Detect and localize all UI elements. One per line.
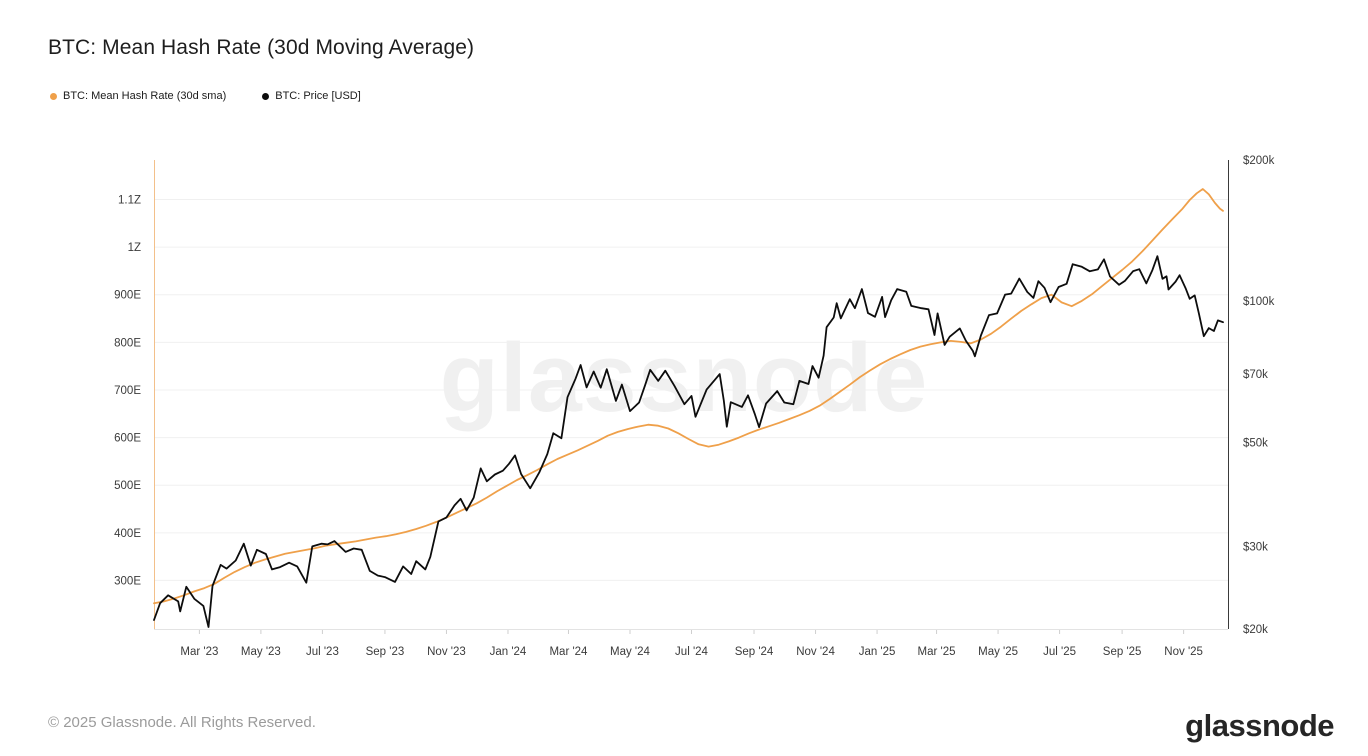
x-axis-tick-label: Mar '25 [918, 646, 956, 658]
page-title: BTC: Mean Hash Rate (30d Moving Average) [48, 36, 475, 59]
hashrate-legend-label: BTC: Mean Hash Rate (30d sma) [63, 90, 227, 102]
legend-item-price[interactable]: BTC: Price [USD] [262, 90, 361, 102]
x-axis-tick-label: May '23 [241, 646, 281, 658]
x-axis-tick-label: Jul '24 [675, 646, 708, 658]
x-axis-tick-label: Nov '23 [427, 646, 466, 658]
y-axis-left-tick-label: 800E [114, 337, 141, 349]
y-axis-right-tick-label: $50k [1243, 437, 1268, 449]
x-axis-tick-label: Jan '24 [490, 646, 527, 658]
y-axis-left-tick-label: 600E [114, 433, 141, 445]
y-axis-right-tick-label: $200k [1243, 155, 1275, 167]
glassnode-logo: glassnode [1185, 708, 1334, 743]
y-axis-left-tick-label: 1.1Z [118, 195, 141, 207]
price-legend-dot-icon [262, 92, 270, 100]
y-axis-left-tick-label: 1Z [128, 242, 141, 254]
y-axis-left-tick-label: 700E [114, 385, 141, 397]
y-axis-right-tick-label: $30k [1243, 541, 1268, 553]
x-axis-tick-label: Sep '23 [366, 646, 405, 658]
y-axis-left-tick-label: 400E [114, 528, 141, 540]
hashrate-legend-dot-icon [50, 92, 57, 100]
legend: BTC: Mean Hash Rate (30d sma) BTC: Price… [50, 90, 361, 102]
x-axis-tick-label: Mar '24 [549, 646, 588, 658]
y-axis-right-tick-label: $20k [1243, 624, 1268, 636]
x-axis-tick-label: May '24 [610, 646, 651, 658]
y-axis-right-tick-label: $70k [1243, 369, 1268, 381]
x-axis-tick-label: Nov '25 [1164, 646, 1203, 658]
x-axis-tick-label: Sep '24 [735, 646, 774, 658]
footer-copyright: © 2025 Glassnode. All Rights Reserved. [48, 714, 316, 731]
hashrate-series-line [153, 188, 1224, 605]
price-series-line [153, 255, 1224, 628]
x-axis-tick-label: Jan '25 [859, 646, 896, 658]
legend-item-hashrate[interactable]: BTC: Mean Hash Rate (30d sma) [50, 90, 226, 102]
x-axis-tick-label: May '25 [978, 646, 1018, 658]
y-axis-right-tick-label: $100k [1243, 296, 1275, 308]
y-axis-left-tick-label: 300E [114, 575, 141, 587]
x-axis-tick-label: Sep '25 [1103, 646, 1142, 658]
x-axis-tick-label: Jul '25 [1043, 646, 1076, 658]
y-axis-left-tick-label: 500E [114, 480, 141, 492]
price-legend-label: BTC: Price [USD] [275, 90, 361, 102]
y-axis-left-tick-label: 900E [114, 290, 141, 302]
x-axis-tick-label: Jul '23 [306, 646, 339, 658]
x-axis-tick-label: Nov '24 [796, 646, 835, 658]
x-axis-tick-label: Mar '23 [180, 646, 218, 658]
